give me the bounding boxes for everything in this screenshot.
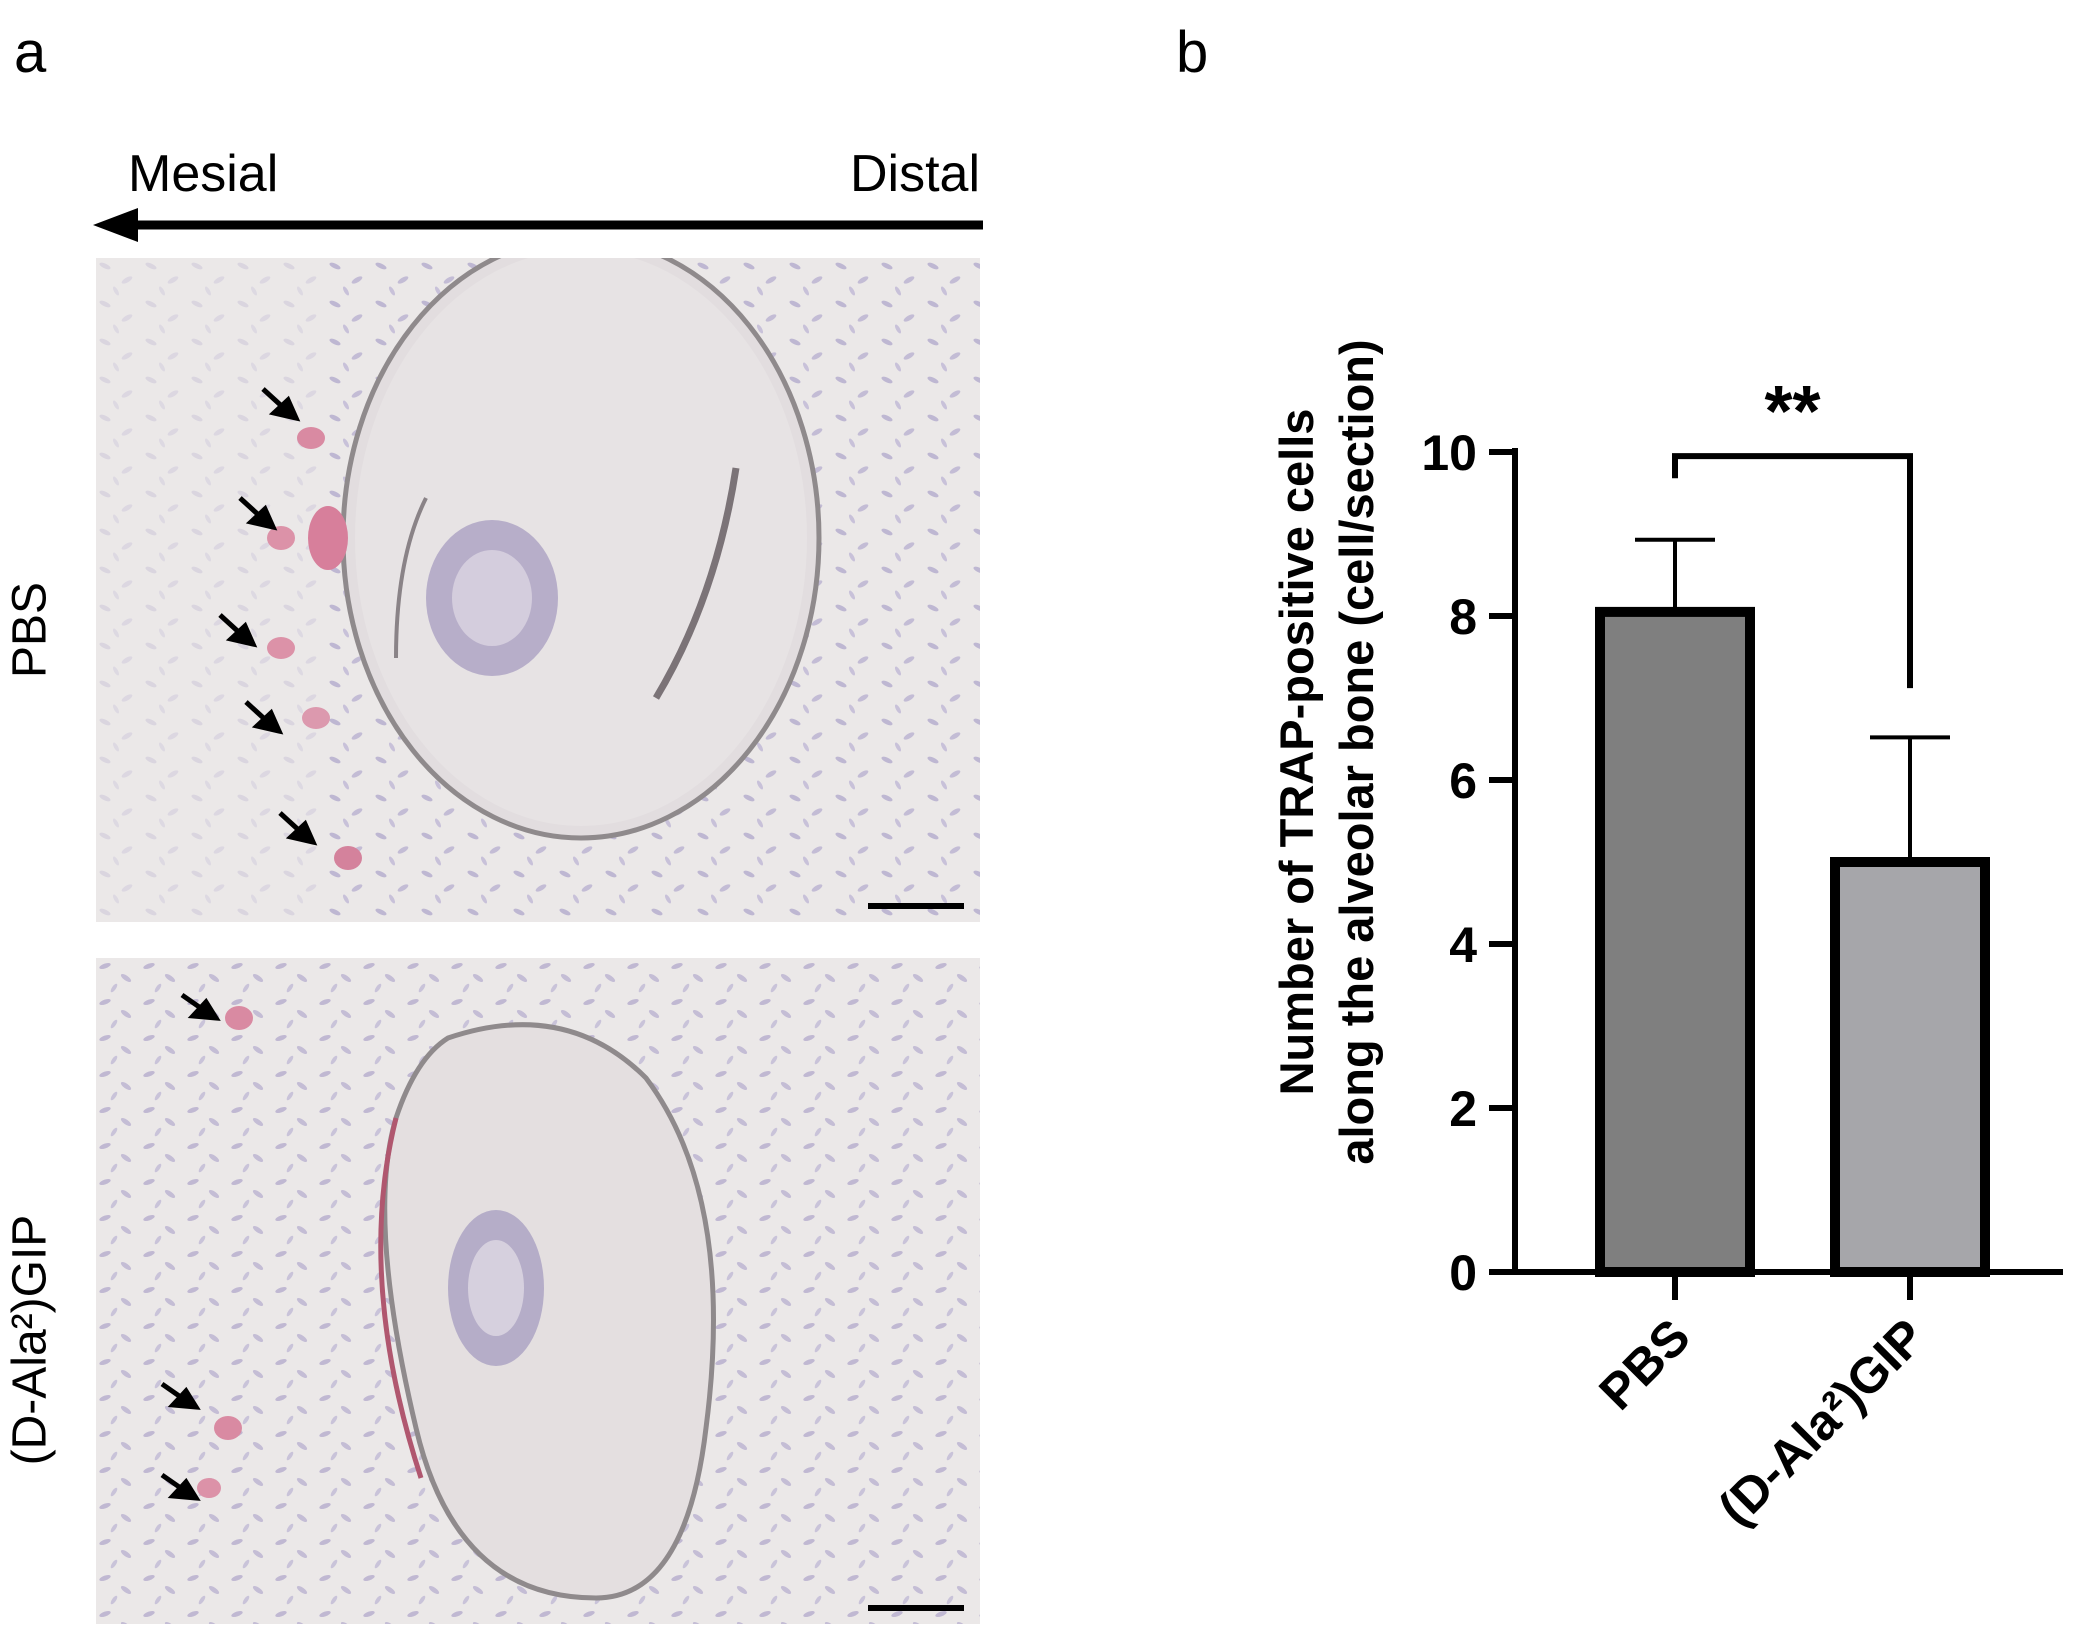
bars bbox=[1595, 537, 1990, 1300]
y-tick-label: 6 bbox=[1449, 753, 1477, 809]
y-ticks: 0 2 4 6 8 10 bbox=[1421, 425, 1515, 1301]
x-tick-label: (D-Ala²)GIP bbox=[1708, 1308, 1936, 1536]
bar-chart: Number of TRAP-positive cells along the a… bbox=[1270, 339, 2063, 1536]
bar bbox=[1830, 857, 1990, 1277]
micrograph-gip bbox=[96, 958, 980, 1624]
mesial-label: Mesial bbox=[128, 145, 279, 203]
significance-label: ** bbox=[1764, 372, 1820, 452]
x-tick-labels: PBS (D-Ala²)GIP bbox=[1588, 1308, 1935, 1536]
panel-b-letter: b bbox=[1176, 20, 1209, 85]
bar bbox=[1595, 606, 1755, 1277]
y-axis-label: Number of TRAP-positive cells along the a… bbox=[1270, 339, 1383, 1164]
x-tick-label: PBS bbox=[1588, 1308, 1700, 1420]
significance-bracket: ** bbox=[1672, 372, 1913, 689]
row-label-gip: (D-Ala²)GIP bbox=[3, 1214, 57, 1466]
row-label-pbs: PBS bbox=[3, 581, 57, 679]
y-tick-label: 8 bbox=[1449, 589, 1477, 645]
y-tick-label: 10 bbox=[1421, 425, 1477, 481]
micrograph-pbs bbox=[96, 258, 980, 922]
y-tick-label: 2 bbox=[1449, 1081, 1477, 1137]
panel-a-letter: a bbox=[14, 20, 47, 85]
y-axis-title-line: along the alveolar bone (cell/section) bbox=[1330, 339, 1383, 1164]
y-axis-title-line: Number of TRAP-positive cells bbox=[1270, 409, 1323, 1096]
bracket-line bbox=[1672, 453, 1913, 689]
direction-arrow bbox=[93, 208, 983, 242]
distal-label: Distal bbox=[849, 145, 980, 203]
y-tick-label: 0 bbox=[1449, 1245, 1477, 1301]
y-tick-label: 4 bbox=[1449, 917, 1477, 973]
